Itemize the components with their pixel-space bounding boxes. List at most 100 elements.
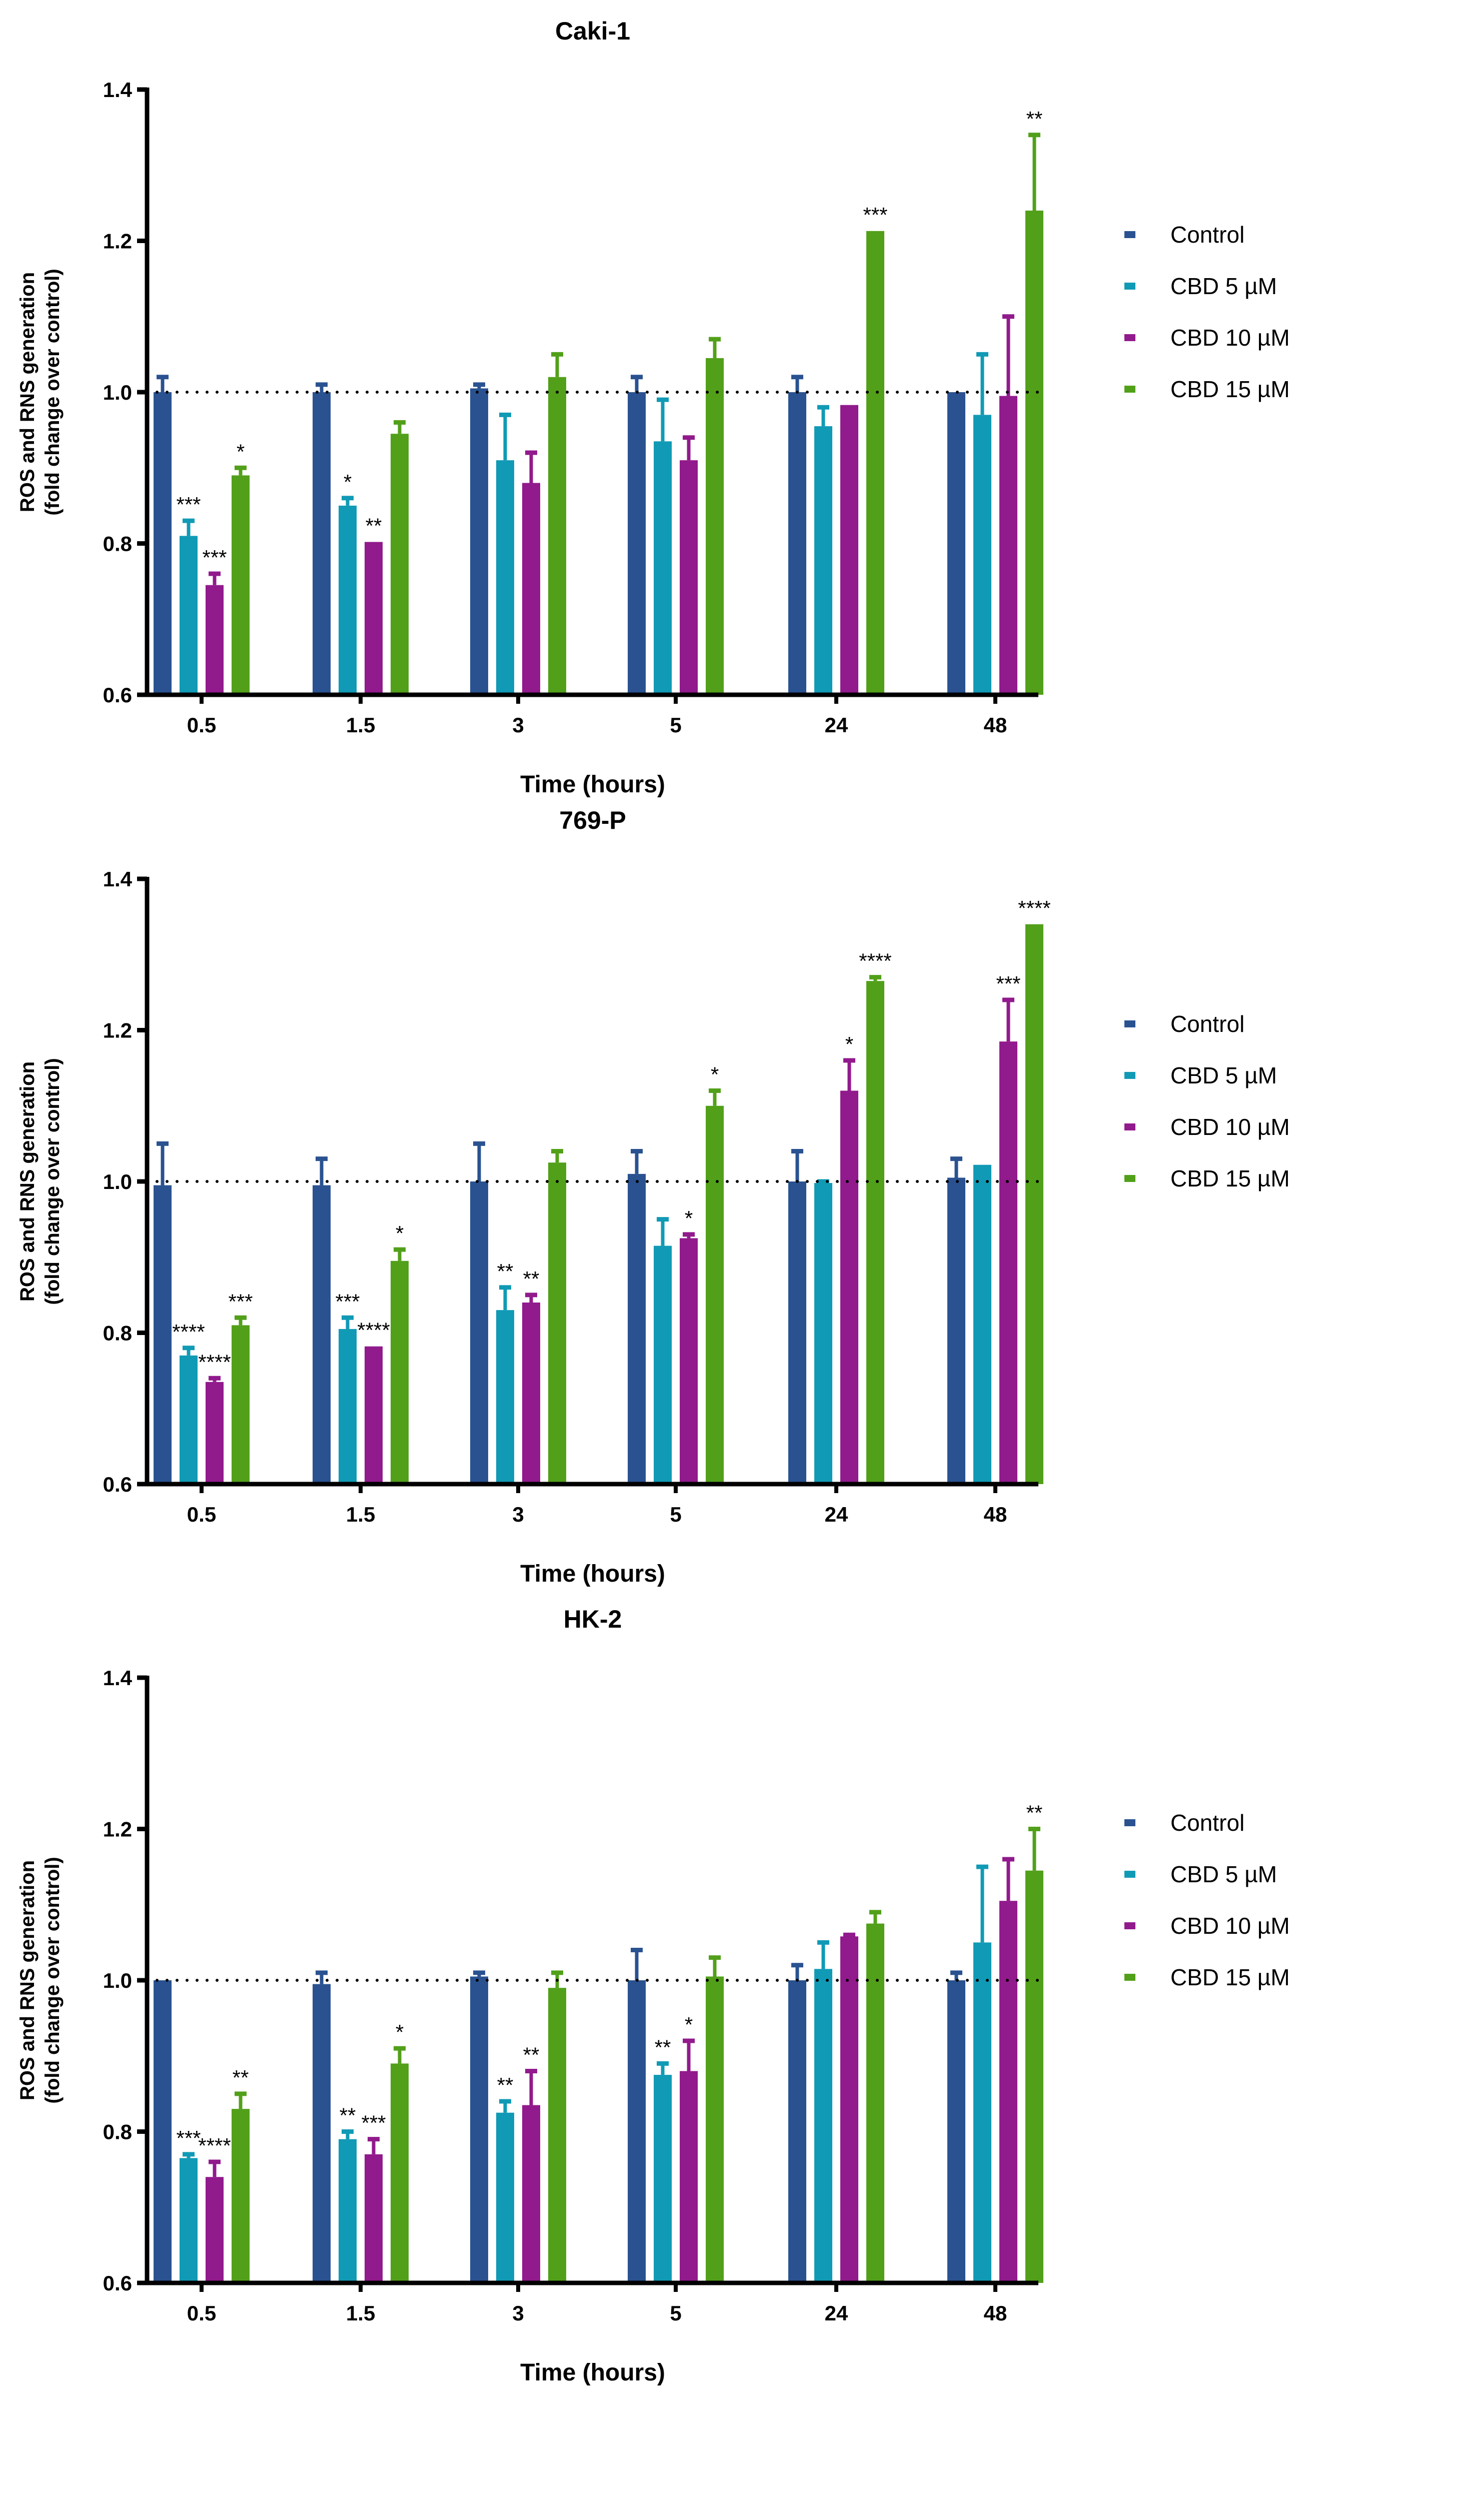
bar-cbd-15-m — [866, 1923, 884, 2283]
y-tick-label: 1.0 — [103, 1969, 132, 1992]
x-tick-label: 5 — [670, 1503, 681, 1526]
bar-cbd-5-m — [496, 460, 514, 695]
legend-swatch — [1124, 1871, 1135, 1878]
significance-label: * — [344, 470, 352, 494]
x-tick-label: 0.5 — [187, 1503, 216, 1526]
significance-label: * — [711, 1063, 719, 1086]
y-axis-label: ROS and RNS generation (fold change over … — [17, 1857, 64, 2103]
y-axis-label-line: (fold change over control) — [42, 269, 64, 515]
y-axis-label-line: ROS and RNS generation — [17, 272, 39, 512]
bar-cbd-10-m — [365, 542, 383, 695]
x-axis-label: Time (hours) — [520, 771, 665, 798]
significance-label: ** — [497, 1260, 514, 1283]
y-tick-label: 1.0 — [103, 381, 132, 404]
chart-title: 769-P — [559, 806, 626, 834]
legend-swatch — [1124, 386, 1135, 393]
significance-label: ** — [1026, 1801, 1043, 1825]
legend-swatch — [1124, 231, 1135, 238]
bar-cbd-10-m — [840, 405, 858, 695]
bar-cbd-15-m — [548, 1988, 566, 2283]
bar-cbd-15-m — [866, 981, 884, 1484]
y-tick-label: 0.8 — [103, 532, 132, 556]
bar-control — [154, 392, 172, 695]
legend-swatch — [1124, 1072, 1135, 1079]
bar-cbd-10-m — [840, 1936, 858, 2283]
x-tick-label: 48 — [984, 1503, 1007, 1526]
x-tick-label: 24 — [825, 713, 848, 737]
bar-cbd-5-m — [496, 2112, 514, 2283]
legend: Control CBD 5 µM CBD 10 µM CBD 15 µM — [1124, 1011, 1290, 1191]
x-tick-label: 3 — [512, 2301, 524, 2325]
legend-label: CBD 15 µM — [1170, 1964, 1290, 1990]
legend-swatch — [1124, 1123, 1135, 1130]
significance-label: *** — [863, 203, 887, 227]
bar-cbd-10-m — [365, 2154, 383, 2283]
bar-control — [313, 1185, 331, 1484]
significance-label: ** — [655, 2035, 671, 2059]
bar-cbd-10-m — [680, 460, 698, 695]
bar-cbd-10-m — [206, 585, 224, 695]
y-tick-label: 1.0 — [103, 1170, 132, 1193]
legend-swatch — [1124, 1922, 1135, 1929]
bar-cbd-10-m — [999, 1901, 1017, 2283]
bar-cbd-10-m — [206, 2177, 224, 2283]
chart-title: Caki-1 — [555, 17, 630, 45]
significance-label: *** — [176, 493, 201, 516]
significance-label: **** — [172, 1320, 205, 1344]
x-tick-label: 24 — [825, 2301, 848, 2325]
bar-cbd-5-m — [339, 1329, 357, 1484]
bar-cbd-10-m — [840, 1090, 858, 1484]
bar-cbd-5-m — [180, 2158, 198, 2283]
bar-cbd-15-m — [548, 1162, 566, 1484]
y-tick-label: 0.6 — [103, 2271, 132, 2295]
x-tick-label: 48 — [984, 2301, 1007, 2325]
legend-label: CBD 5 µM — [1170, 1861, 1277, 1887]
legend-swatch — [1124, 334, 1135, 341]
x-tick-label: 0.5 — [187, 2301, 216, 2325]
bar-cbd-5-m — [339, 2139, 357, 2283]
x-tick-label: 3 — [512, 713, 524, 737]
legend-swatch — [1124, 1974, 1135, 1981]
legend-swatch — [1124, 1819, 1135, 1826]
bar-cbd-5-m — [973, 415, 991, 695]
y-axis-label-line: ROS and RNS generation — [17, 1061, 39, 1302]
bar-cbd-15-m — [232, 475, 250, 695]
bar-control — [947, 1980, 965, 2283]
bar-cbd-15-m — [866, 231, 884, 695]
bar-cbd-5-m — [654, 441, 672, 695]
y-tick-label: 1.2 — [103, 230, 132, 253]
significance-label: ** — [233, 2066, 249, 2089]
x-tick-label: 1.5 — [346, 2301, 375, 2325]
legend-label: Control — [1170, 222, 1244, 248]
bar-cbd-5-m — [814, 426, 832, 695]
bar-cbd-15-m — [706, 1976, 724, 2283]
legend-swatch — [1124, 283, 1135, 290]
x-axis-label: Time (hours) — [520, 2359, 665, 2386]
chart-panel-hk-2: HK-2 ROS and RNS generation (fold change o… — [17, 1605, 1290, 2386]
x-tick-label: 0.5 — [187, 713, 216, 737]
bar-cbd-15-m — [1025, 211, 1043, 695]
x-tick-label: 3 — [512, 1503, 524, 1526]
significance-label: *** — [335, 1290, 360, 1313]
significance-label: ** — [366, 514, 382, 537]
significance-label: * — [685, 2013, 693, 2036]
bar-cbd-10-m — [999, 1041, 1017, 1484]
y-tick-label: 1.4 — [103, 1666, 133, 1690]
significance-label: **** — [198, 2134, 231, 2157]
x-tick-label: 5 — [670, 2301, 681, 2325]
bar-cbd-5-m — [814, 1183, 832, 1484]
bar-control — [470, 1181, 488, 1484]
significance-label: **** — [1018, 896, 1050, 920]
bar-cbd-15-m — [232, 2109, 250, 2283]
significance-label: *** — [361, 2111, 386, 2135]
significance-label: * — [237, 440, 245, 463]
bar-cbd-15-m — [391, 434, 409, 695]
significance-label: ** — [523, 1267, 540, 1291]
bar-cbd-5-m — [654, 1245, 672, 1484]
x-tick-label: 1.5 — [346, 713, 375, 737]
bar-control — [947, 1177, 965, 1484]
bar-cbd-10-m — [680, 2071, 698, 2283]
y-tick-label: 1.4 — [103, 867, 133, 891]
x-tick-label: 48 — [984, 713, 1007, 737]
